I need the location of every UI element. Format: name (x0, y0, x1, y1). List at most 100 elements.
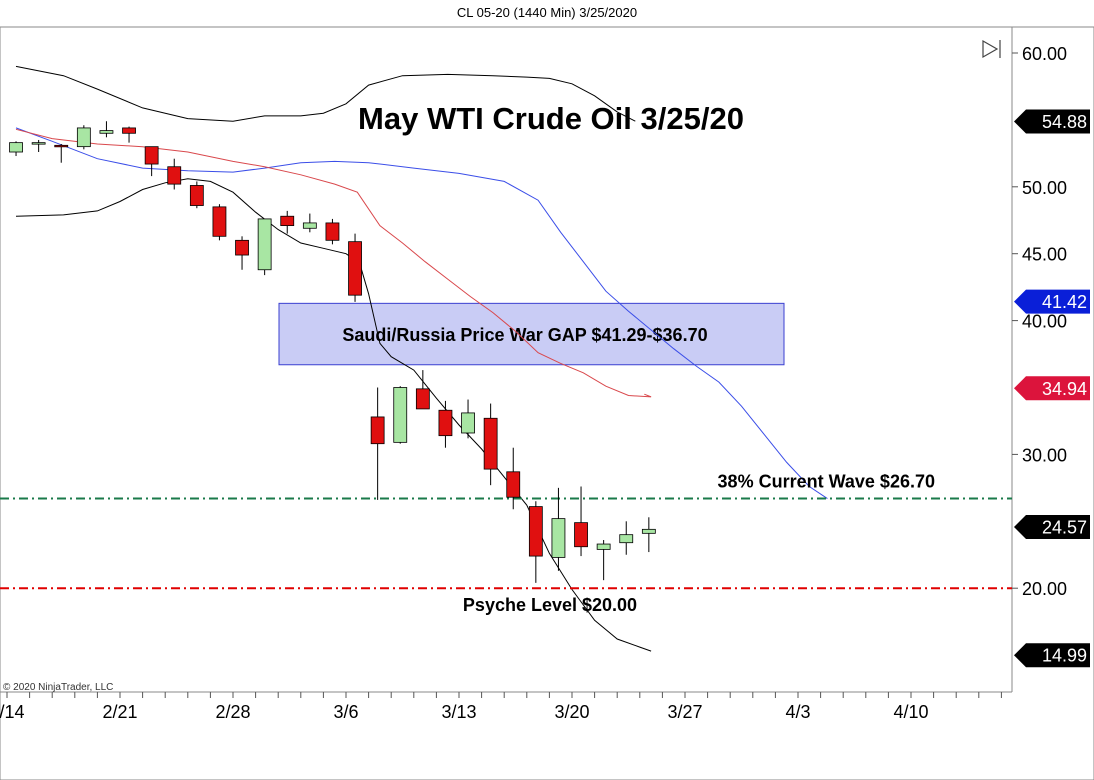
price-tag-bg (1014, 109, 1090, 134)
candle-26 (596, 540, 611, 581)
y-tick-label-4: 30.00 (1022, 445, 1067, 465)
candle-18 (415, 370, 430, 410)
candle-14 (325, 218, 340, 245)
candle-body (302, 222, 317, 229)
candle-body (212, 206, 227, 237)
candle-body (370, 416, 385, 445)
candle-body (596, 543, 611, 550)
candle-body (122, 127, 136, 134)
candle-body (438, 409, 453, 437)
candle-body (99, 130, 114, 134)
price-tag-14.99: 14.99 (1014, 643, 1090, 668)
scroll-end-icon[interactable] (982, 39, 1001, 59)
bollinger-lower-line (15, 178, 652, 652)
sma-blue-line (15, 127, 828, 500)
candle-22 (506, 447, 521, 510)
candle-19 (438, 400, 453, 448)
candle-body (235, 239, 249, 256)
candle-28 (641, 517, 656, 553)
y-tick-label-3: 40.00 (1022, 312, 1067, 332)
candle-5 (122, 126, 136, 143)
candle-13 (302, 213, 317, 233)
candle-body (619, 534, 634, 544)
price-tag-54.88: 54.88 (1014, 109, 1090, 134)
price-tag-24.57: 24.57 (1014, 515, 1090, 540)
level-label-38pct: 38% Current Wave $26.70 (718, 472, 935, 492)
candle-3 (76, 125, 91, 150)
x-tick-label-5: 3/20 (554, 702, 589, 722)
candle-body (257, 218, 272, 271)
x-tick-label-6: 3/27 (667, 702, 702, 722)
candle-body (574, 522, 588, 548)
chart-title: May WTI Crude Oil 3/25/20 (358, 101, 744, 136)
y-tick-label-5: 20.00 (1022, 579, 1067, 599)
x-tick-label-2: 2/28 (215, 702, 250, 722)
candle-body (31, 142, 46, 145)
x-tick-label-1: 2/21 (102, 702, 137, 722)
price-tag-bg (1014, 643, 1090, 668)
candle-body (551, 518, 566, 558)
price-tag-text: 54.88 (1042, 112, 1087, 132)
price-tag-34.94: 34.94 (1014, 376, 1090, 401)
candle-20 (461, 399, 475, 439)
y-tick-label-0: 60.00 (1022, 44, 1067, 64)
gap-zone-label: Saudi/Russia Price War GAP $41.29-$36.70 (342, 325, 707, 345)
candle-body (144, 146, 159, 165)
candle-23 (528, 501, 543, 583)
candle-body (280, 215, 295, 227)
price-tag-text: 24.57 (1042, 518, 1087, 538)
candle-12 (280, 210, 295, 234)
candle-body (54, 144, 69, 148)
candle-body (9, 142, 23, 153)
candle-9 (212, 204, 227, 241)
candle-10 (235, 236, 249, 270)
bollinger-upper-line (15, 65, 636, 122)
candle-2 (54, 143, 69, 163)
candle-16 (370, 387, 385, 500)
price-tag-bg (1014, 289, 1090, 314)
candle-body (393, 387, 408, 443)
candle-body (325, 222, 340, 241)
candle-body (189, 185, 204, 206)
level-label-psyche: Psyche Level $20.00 (463, 595, 637, 615)
candle-body (167, 166, 182, 185)
candle-body (461, 412, 475, 434)
chart-header: CL 05-20 (1440 Min) 3/25/2020 (456, 5, 638, 20)
x-tick-label-8: 4/10 (893, 702, 928, 722)
candle-6 (144, 146, 159, 177)
candle-1 (31, 139, 46, 153)
price-tag-bg (1014, 376, 1090, 401)
candle-0 (9, 141, 23, 157)
candle-body (528, 506, 543, 557)
candle-8 (189, 181, 204, 209)
candle-body (348, 241, 362, 296)
price-tag-bg (1014, 515, 1090, 540)
y-tick-label-2: 45.00 (1022, 245, 1067, 265)
price-tag-text: 14.99 (1042, 646, 1087, 666)
candle-27 (619, 521, 634, 555)
candle-15 (348, 233, 362, 302)
candle-body (641, 528, 656, 534)
candle-11 (257, 218, 272, 276)
candle-17 (393, 386, 408, 444)
copyright-text: © 2020 NinjaTrader, LLC (3, 682, 113, 693)
candle-25 (574, 486, 588, 557)
sma-red-line (15, 128, 652, 398)
x-tick-label-7: 4/3 (785, 702, 810, 722)
candle-7 (167, 158, 182, 190)
y-tick-label-1: 50.00 (1022, 178, 1067, 198)
candle-body (76, 127, 91, 148)
gap-zone-box (278, 302, 785, 366)
x-tick-label-0: 2/14 (0, 702, 25, 722)
x-tick-label-3: 3/6 (333, 702, 358, 722)
x-tick-label-4: 3/13 (441, 702, 476, 722)
candle-21 (483, 403, 498, 486)
price-tag-41.42: 41.42 (1014, 289, 1090, 314)
candle-body (483, 417, 498, 470)
candle-body (506, 471, 521, 498)
price-tag-text: 34.94 (1042, 379, 1087, 399)
candle-4 (99, 121, 114, 138)
candle-24 (551, 487, 566, 571)
price-tag-text: 41.42 (1042, 292, 1087, 312)
